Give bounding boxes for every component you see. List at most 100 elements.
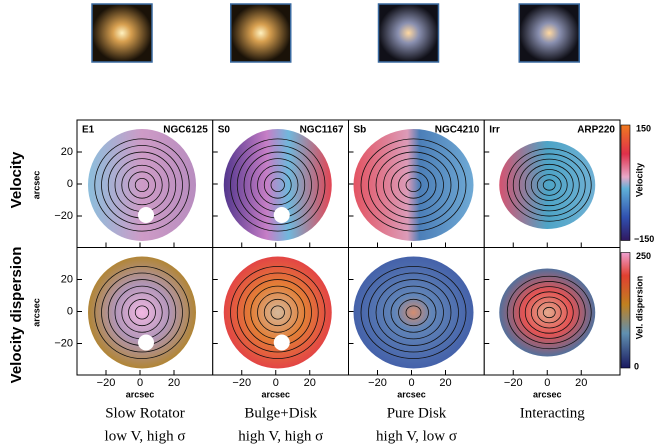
galaxy-thumbnail [230,3,292,63]
isophote-contour [360,138,467,232]
row-label: Velocity dispersion [8,247,25,384]
panel-type: Irr [489,125,500,136]
isophote-contour [542,179,556,191]
colorbar-tick: 150 [636,123,651,133]
x-tick-label: 0 [137,377,143,389]
y-tick-label: 0 [67,178,73,190]
isophote-contour [405,178,422,192]
isophote-contour [512,153,586,217]
colorbar-label: Velocity [634,163,644,197]
row-label: Velocity [8,151,25,208]
isophote-contour [134,178,150,192]
kinematic-map [223,256,332,369]
isophote-contour [398,171,429,199]
x-tick-label: 0 [273,377,279,389]
panel-type: E1 [82,125,95,136]
subcaption: low V, high σ [105,428,186,444]
subcaption: high V, low σ [376,428,457,444]
isophote-contour [121,292,163,333]
isophote-contour [383,285,444,340]
galaxy-thumbnail [377,3,440,63]
x-tick-label: 20 [304,377,316,389]
isophote-contour [524,163,574,207]
x-tick-label: 0 [408,377,414,389]
isophote-contour [263,171,292,199]
galaxy-name: ARP220 [577,125,615,136]
x-tick-label: 20 [439,377,451,389]
panel-type: S0 [218,125,231,136]
isophote-contour [236,145,319,225]
isophote-contour [524,291,574,334]
kinematic-map [223,129,332,241]
isophote-contour [257,164,299,206]
isophote-contour [536,174,562,196]
x-tick-label: 0 [544,377,550,389]
y-tick-label: 20 [61,273,73,285]
isophote-contour [360,265,467,360]
galaxy-name: NGC6125 [163,125,208,136]
kinematic-map [88,256,196,369]
isophote-contour [518,158,580,212]
colorbar [620,124,631,241]
galaxy-thumbnail [518,3,580,63]
isophote-contour [101,145,183,225]
x-tick-label: 20 [575,377,587,389]
y-tick-label: −20 [54,337,73,349]
isophote-contour [270,305,285,320]
masked-star [138,334,154,351]
isophote-contour [405,305,422,320]
y-tick-label: 0 [67,305,73,317]
colorbar-tick: 0 [634,361,639,371]
x-tick-label: −20 [504,377,523,389]
isophote-contour [230,138,326,232]
kinematic-map [353,256,474,369]
masked-star [273,207,290,223]
kinematic-map [88,129,196,241]
isophote-contour [390,164,437,206]
caption: Interacting [520,405,585,421]
caption: Slow Rotator [105,405,185,421]
x-axis-label: arcsec [533,389,562,399]
galaxy-name: NGC4210 [435,125,480,136]
isophote-contour [368,145,459,225]
x-tick-label: −20 [368,377,387,389]
y-tick-label: 20 [61,146,73,158]
x-tick-label: −20 [97,377,116,389]
isophote-contour [398,298,429,327]
panel-type: Sb [354,125,367,136]
isophote-contour [506,275,592,350]
isophote-contour [263,298,292,327]
masked-star [273,334,290,351]
isophote-contour [530,169,568,201]
galaxy-thumbnail [91,3,153,63]
isophote-contour [375,151,452,219]
colorbar-tick: −150 [634,234,654,244]
isophote-contour [257,292,299,333]
isophote-contour [506,148,592,222]
x-axis-label: arcsec [397,389,426,399]
isophote-contour [94,265,190,360]
isophote-contour [518,286,580,339]
kinematic-map [353,129,474,241]
isophote-contour [121,164,163,206]
isophote-contour [128,298,156,327]
isophote-contour [536,301,562,324]
masked-star [138,207,154,223]
isophote-contour [101,272,183,353]
isophote-contour [530,296,568,329]
x-tick-label: 20 [168,377,180,389]
isophote-contour [512,281,586,344]
galaxy-name: NGC1167 [300,125,344,136]
x-axis-label: arcsec [261,389,290,399]
isophote-contour [94,138,190,232]
isophote-contour [128,171,156,199]
colorbar-tick: 250 [636,251,651,261]
isophote-contour [236,272,319,353]
x-axis-label: arcsec [126,389,155,399]
isophote-contour [134,305,150,320]
caption: Pure Disk [387,405,447,421]
caption: Bulge+Disk [244,405,317,421]
isophote-contour [270,178,285,192]
isophote-contour [390,292,437,333]
